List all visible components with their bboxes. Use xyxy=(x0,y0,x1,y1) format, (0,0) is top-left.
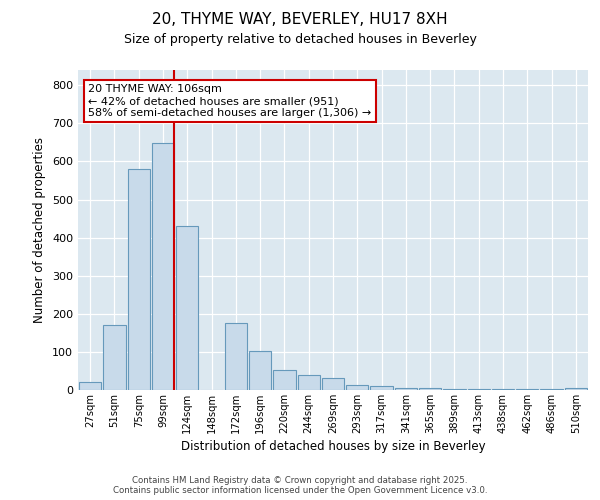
Text: Contains HM Land Registry data © Crown copyright and database right 2025.
Contai: Contains HM Land Registry data © Crown c… xyxy=(113,476,487,495)
Bar xyxy=(541,389,563,390)
Bar xyxy=(224,324,247,390)
Bar xyxy=(176,226,199,390)
Bar xyxy=(565,388,587,390)
Bar xyxy=(273,370,296,390)
Bar xyxy=(395,388,417,390)
Bar xyxy=(249,351,271,390)
Bar xyxy=(128,169,150,390)
Bar xyxy=(419,388,442,390)
Bar xyxy=(298,375,320,390)
Bar xyxy=(79,382,101,390)
X-axis label: Distribution of detached houses by size in Beverley: Distribution of detached houses by size … xyxy=(181,440,485,453)
Bar xyxy=(443,389,466,390)
Bar xyxy=(467,389,490,390)
Bar xyxy=(492,389,514,390)
Y-axis label: Number of detached properties: Number of detached properties xyxy=(34,137,46,323)
Bar xyxy=(152,143,174,390)
Bar xyxy=(516,389,538,390)
Bar xyxy=(103,325,125,390)
Text: Size of property relative to detached houses in Beverley: Size of property relative to detached ho… xyxy=(124,32,476,46)
Bar xyxy=(370,386,393,390)
Text: 20, THYME WAY, BEVERLEY, HU17 8XH: 20, THYME WAY, BEVERLEY, HU17 8XH xyxy=(152,12,448,28)
Bar xyxy=(346,386,368,390)
Text: 20 THYME WAY: 106sqm
← 42% of detached houses are smaller (951)
58% of semi-deta: 20 THYME WAY: 106sqm ← 42% of detached h… xyxy=(88,84,371,117)
Bar xyxy=(322,378,344,390)
